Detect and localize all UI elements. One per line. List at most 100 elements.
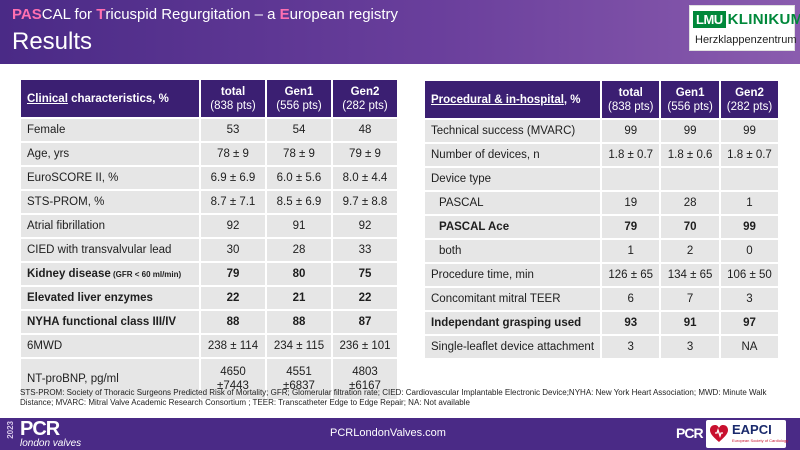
table-cell: 78 ± 9 [267,143,331,165]
table-cell: 134 ± 65 [661,264,719,286]
table-cell: 99 [720,120,779,142]
table-cell: 234 ± 115 [267,335,331,357]
row-label: NT-proBNP, pg/ml [21,359,199,399]
pcr-logo-text: PCR [20,418,60,440]
row-label: CIED with transvalvular lead [21,239,199,261]
eapci-text: EAPCI [732,422,772,437]
table-cell: 70 [661,216,719,238]
table-cell: 3 [602,336,660,358]
row-label: NYHA functional class III/IV [21,311,199,333]
abbreviation-footnote: STS-PROM: Society of Thoracic Surgeons P… [20,388,767,407]
col-header-total: total (838 pts) [201,80,265,117]
table-cell [720,168,779,190]
table-cell: 6.0 ± 5.6 [267,167,331,189]
table-cell: 99 [661,120,719,142]
footer-year: 2023 [6,421,15,439]
table-cell: 99 [602,120,660,142]
table-cell: 1 [720,192,779,214]
table-row: NYHA functional class III/IV 88 88 87 [21,311,397,333]
title-part: PAS [12,6,42,23]
table-cell: 106 ± 50 [720,264,779,286]
table-row: PASCAL 19 28 1 [425,192,779,214]
logo-lmu-text: LMU [693,10,726,28]
title-part: ricuspid Regurgitation – a [105,6,280,23]
table-cell: 53 [201,119,265,141]
table-row: NT-proBNP, pg/ml 4650 ±7443 4551 ±6837 4803… [21,359,397,399]
table-cell: 78 ± 9 [201,143,265,165]
table-cell [661,168,719,190]
slide-title: Results [12,28,93,55]
title-part: E [279,6,290,23]
table-row: Concomitant mitral TEER 6 7 3 [425,288,779,310]
title-part: T [96,6,106,23]
table-cell: 6.9 ± 6.9 [201,167,265,189]
table-row: EuroSCORE II, % 6.9 ± 6.9 6.0 ± 5.6 8.0 ± 4… [21,167,397,189]
row-label: Atrial fibrillation [21,215,199,237]
row-label: Technical success (MVARC) [425,120,601,142]
col-header-gen1: Gen1 (556 pts) [661,81,719,118]
table-row: PASCAL Ace 79 70 99 [425,216,779,238]
row-label: Female [21,119,199,141]
row-label: EuroSCORE II, % [21,167,199,189]
header-bar: PASCAL for Tricuspid Regurgitation – a E… [0,0,800,64]
table-row: Atrial fibrillation 92 91 92 [21,215,397,237]
row-label: Independant grasping used [425,312,601,334]
table-cell: 7 [661,288,719,310]
slide-subtitle: PASCAL for Tricuspid Regurgitation – a E… [12,6,398,23]
table-cell: NA [720,336,779,358]
table-header-row: Procedural & in-hospital, % total (838 pt… [425,81,779,118]
table-cell: 0 [720,240,779,262]
london-valves-text: london valves [20,438,82,449]
table-cell: 236 ± 101 [333,335,397,357]
row-label: Kidney disease (GFR < 60 ml/min) [21,263,199,285]
table-cell: 21 [267,287,331,309]
table-row: 6MWD 238 ± 114 234 ± 115 236 ± 101 [21,335,397,357]
table-header-row: Clinical characteristics, % total (838 pt… [21,80,397,117]
footer-url-link[interactable]: PCRLondonValves.com [330,427,446,439]
table-cell: 1.8 ± 0.7 [602,144,660,166]
table-cell: 22 [201,287,265,309]
table-row: Number of devices, n 1.8 ± 0.7 1.8 ± 0.6 1.… [425,144,779,166]
table-row: both 1 2 0 [425,240,779,262]
table-cell: 30 [201,239,265,261]
table-cell: 88 [267,311,331,333]
table-cell: 1 [602,240,660,262]
row-label: both [425,240,601,262]
table-cell: 8.0 ± 4.4 [333,167,397,189]
table-cell: 97 [720,312,779,334]
table-cell: 87 [333,311,397,333]
table-cell: 54 [267,119,331,141]
table-cell: 88 [201,311,265,333]
table-row: Single-leaflet device attachment 3 3 NA [425,336,779,358]
table-cell: 92 [333,215,397,237]
table-cell: 9.7 ± 8.8 [333,191,397,213]
table-row: Procedure time, min 126 ± 65 134 ± 65 106 ±… [425,264,779,286]
table-cell: 3 [720,288,779,310]
col-header-gen1: Gen1 (556 pts) [267,80,331,117]
table-cell: 99 [720,216,779,238]
table-cell: 8.7 ± 7.1 [201,191,265,213]
table-cell: 1.8 ± 0.6 [661,144,719,166]
table-cell: 80 [267,263,331,285]
row-label: Procedure time, min [425,264,601,286]
table-cell: 126 ± 65 [602,264,660,286]
table-row: Independant grasping used 93 91 97 [425,312,779,334]
footer-bar: 2023 PCR london valves PCRLondonValves.c… [0,418,800,450]
table-cell: 8.5 ± 6.9 [267,191,331,213]
table-cell: 22 [333,287,397,309]
heart-icon [710,425,728,442]
table-cell [602,168,660,190]
row-label: Number of devices, n [425,144,601,166]
table-cell: 91 [267,215,331,237]
procedural-header-label: Procedural & in-hospital, % [425,81,601,118]
table-cell: 33 [333,239,397,261]
col-header-total: total (838 pts) [602,81,660,118]
table-row: Technical success (MVARC) 99 99 99 [425,120,779,142]
row-label: Elevated liver enzymes [21,287,199,309]
lmu-klinikum-logo: LMU KLINIKUM Herzklappenzentrum [689,5,800,51]
eapci-subtext: European Society of Cardiology [732,438,789,443]
col-header-gen2: Gen2 (282 pts) [333,80,397,117]
row-label: Concomitant mitral TEER [425,288,601,310]
table-cell: 4803 ±6167 [333,359,397,399]
table-cell: 28 [661,192,719,214]
